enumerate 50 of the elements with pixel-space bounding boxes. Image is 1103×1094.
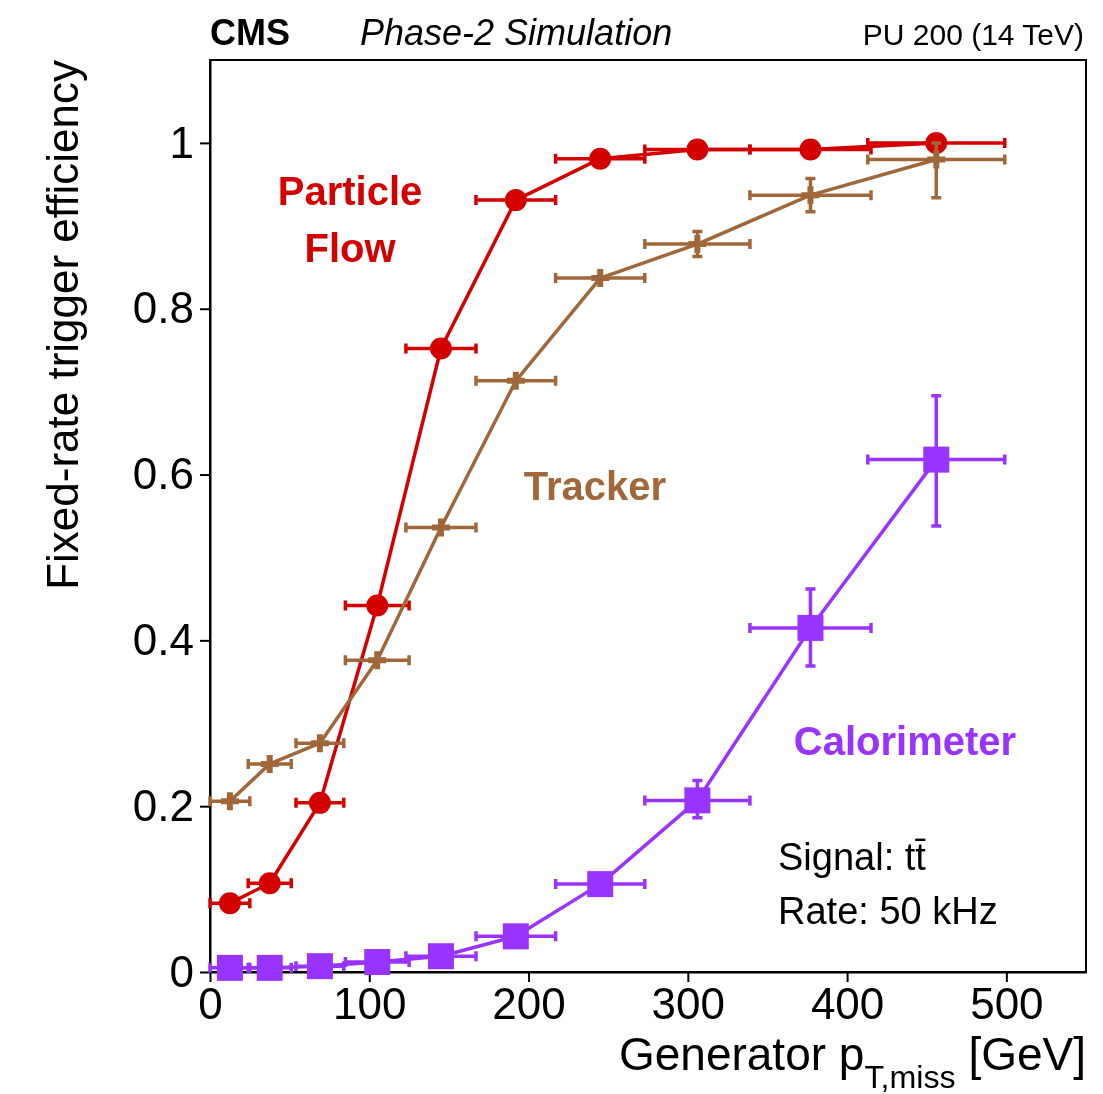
- point: [366, 594, 389, 617]
- annotation: Signal: tt̄: [778, 836, 927, 878]
- point: [368, 651, 387, 670]
- y-tick-label: 0.2: [132, 780, 194, 830]
- point: [256, 954, 283, 981]
- y-tick-label: 1: [169, 117, 194, 167]
- point: [688, 235, 707, 254]
- y-tick-label: 0.8: [132, 283, 194, 333]
- point: [427, 943, 454, 970]
- point: [797, 614, 824, 641]
- point: [799, 138, 822, 161]
- y-tick-label: 0: [169, 946, 194, 996]
- point: [216, 954, 243, 981]
- point: [923, 446, 950, 473]
- y-tick-label: 0.6: [132, 449, 194, 499]
- point: [306, 953, 333, 980]
- series-label: Particle Flow: [277, 169, 423, 270]
- point: [686, 138, 709, 161]
- x-tick-label: 200: [492, 979, 566, 1029]
- point: [220, 792, 239, 811]
- point: [589, 147, 612, 170]
- point: [591, 269, 610, 288]
- series-label: Tracker: [523, 464, 667, 508]
- y-axis-title: Fixed-rate trigger efficiency: [38, 60, 87, 590]
- point: [310, 734, 329, 753]
- point: [506, 371, 525, 390]
- x-tick-label: 300: [651, 979, 726, 1029]
- annotation: Rate: 50 kHz: [778, 890, 998, 932]
- point: [431, 518, 450, 537]
- series-label: Calorimeter: [793, 719, 1017, 763]
- point: [504, 189, 527, 212]
- point: [218, 892, 241, 915]
- text: PU 200 (14 TeV): [862, 18, 1084, 51]
- x-tick-label: 500: [970, 979, 1044, 1029]
- point: [684, 787, 711, 814]
- y-tick-label: 0.4: [132, 614, 194, 664]
- point: [587, 871, 614, 898]
- point: [502, 923, 529, 950]
- point: [364, 949, 391, 976]
- x-tick-label: 100: [333, 979, 407, 1029]
- point: [801, 186, 820, 205]
- point: [308, 791, 331, 814]
- x-axis-title: Generator p$_{T,miss}$ [GeV]: [618, 1028, 1086, 1094]
- point: [260, 754, 279, 773]
- point: [429, 337, 452, 360]
- chart-title: CMS: [210, 12, 290, 53]
- point: [927, 150, 946, 169]
- chart-subtitle: Phase-2 Simulation: [360, 12, 673, 53]
- x-tick-label: 400: [810, 979, 885, 1029]
- point: [258, 872, 281, 895]
